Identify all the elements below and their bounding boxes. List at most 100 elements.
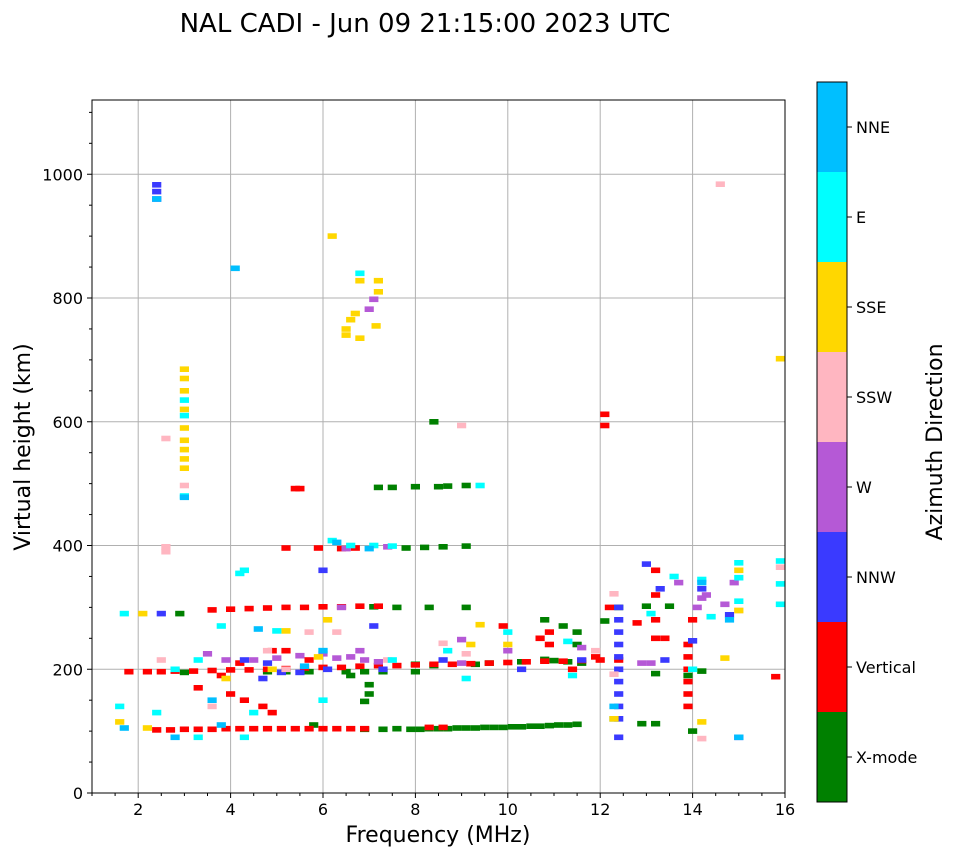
echo-point-vertical: [683, 678, 693, 685]
echo-point-x-mode: [544, 722, 554, 729]
echo-point-vertical: [207, 667, 217, 674]
y-tick-label: 0: [73, 784, 83, 803]
echo-point-nnw: [318, 567, 328, 574]
echo-point-w: [332, 655, 342, 661]
colorbar-frame: [816, 81, 848, 803]
echo-point-nnw: [577, 657, 587, 663]
echo-point-sse: [281, 628, 291, 634]
echo-point-sse: [179, 406, 189, 413]
echo-point-e: [119, 610, 129, 617]
echo-point-vertical: [600, 411, 610, 418]
echo-point-vertical: [249, 725, 259, 732]
echo-point-x-mode: [373, 484, 383, 491]
echo-point-nnw: [614, 666, 624, 673]
echo-point-sse: [373, 289, 383, 295]
echo-point-x-mode: [470, 725, 480, 731]
echo-point-x-mode: [664, 603, 675, 609]
echo-point-vertical: [235, 660, 245, 666]
echo-point-sse: [609, 716, 619, 722]
echo-point-x-mode: [683, 672, 693, 679]
echo-point-nnw: [688, 638, 698, 644]
echo-point-vertical: [226, 691, 236, 697]
echo-point-nne: [152, 196, 162, 202]
y-tick-label: 200: [52, 660, 83, 679]
echo-point-w: [697, 595, 707, 601]
echo-point-x-mode: [424, 604, 434, 611]
echo-point-ssw: [332, 629, 342, 635]
echo-point-sse: [115, 719, 125, 725]
echo-point-e: [775, 558, 785, 564]
echo-point-nnw: [641, 561, 651, 567]
echo-point-nnw: [614, 691, 624, 697]
echo-point-x-mode: [401, 545, 411, 551]
echo-point-x-mode: [507, 724, 517, 730]
echo-point-vertical: [124, 668, 134, 675]
echo-point-x-mode: [688, 728, 698, 734]
echo-point-e: [179, 397, 189, 403]
echo-point-x-mode: [651, 720, 661, 727]
echo-point-vertical: [540, 658, 550, 664]
echo-point-vertical: [558, 658, 568, 664]
echo-point-e: [734, 574, 744, 581]
echo-point-vertical: [373, 662, 383, 669]
echo-point-nne: [207, 697, 217, 703]
echo-point-sse: [179, 437, 189, 444]
echo-point-vertical: [304, 657, 314, 663]
y-tick-label: 400: [52, 537, 83, 556]
colorbar-label-ssw: SSW: [856, 388, 892, 407]
echo-point-vertical: [332, 725, 342, 732]
echo-point-x-mode: [549, 657, 559, 664]
echo-point-vertical: [466, 660, 476, 667]
echo-point-vertical: [244, 667, 254, 673]
echo-point-vertical: [304, 725, 314, 732]
echo-point-x-mode: [364, 691, 374, 697]
echo-point-x-mode: [517, 659, 527, 665]
echo-point-vertical: [683, 703, 693, 710]
echo-point-nne: [179, 494, 189, 501]
echo-point-sse: [179, 388, 189, 394]
colorbar-segment: [817, 262, 847, 352]
echo-point-e: [734, 560, 744, 566]
echo-point-vertical: [281, 647, 291, 654]
echo-point-ssw: [461, 651, 471, 657]
colorbar-label-e: E: [856, 208, 866, 227]
echo-point-x-mode: [572, 721, 582, 728]
echo-point-vertical: [424, 724, 434, 731]
echo-point-nne: [253, 626, 263, 632]
echo-point-w: [341, 545, 351, 552]
echo-point-vertical: [683, 641, 693, 648]
echo-point-e: [216, 623, 226, 629]
echo-point-x-mode: [429, 419, 439, 425]
echo-point-nnw: [378, 666, 388, 673]
echo-point-ssw: [715, 181, 725, 187]
echo-point-e: [503, 629, 513, 635]
echo-point-e: [355, 270, 365, 277]
echo-point-x-mode: [438, 544, 448, 550]
colorbar-segment: [817, 712, 847, 802]
echo-point-ssw: [304, 629, 314, 635]
x-tick-label: 2: [133, 800, 143, 819]
echo-point-e: [387, 543, 397, 549]
echo-point-vertical: [142, 668, 152, 675]
y-tick-label: 1000: [42, 165, 83, 184]
echo-point-w: [336, 604, 347, 611]
echo-point-e: [170, 666, 180, 673]
echo-point-nne: [318, 647, 328, 654]
echo-point-sse: [466, 641, 476, 648]
echo-point-sse: [179, 465, 189, 471]
echo-point-vertical: [216, 672, 226, 679]
echo-point-vertical: [258, 703, 268, 710]
plot-area: [115, 181, 785, 742]
echo-point-vertical: [226, 667, 236, 673]
colorbar-label: Azimuth Direction: [923, 343, 948, 540]
echo-point-vertical: [267, 709, 277, 716]
echo-point-vertical: [346, 725, 356, 732]
echo-point-e: [775, 601, 785, 608]
echo-point-nnw: [152, 182, 162, 188]
echo-point-vertical: [591, 654, 601, 660]
echo-point-sse: [475, 621, 485, 628]
echo-point-nnw: [276, 669, 286, 676]
echo-point-sse: [323, 617, 333, 623]
echo-point-sse: [142, 725, 152, 731]
